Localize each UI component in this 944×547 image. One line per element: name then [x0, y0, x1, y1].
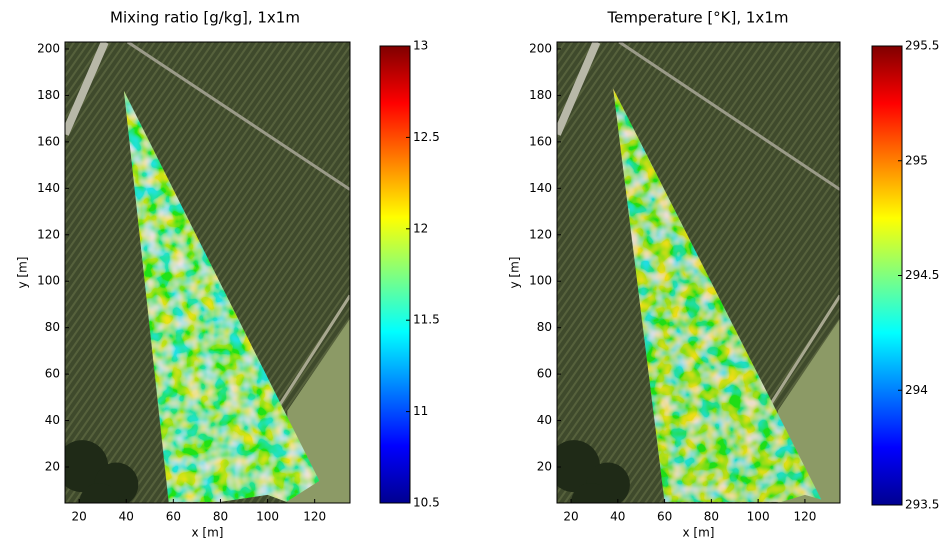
x-tick-label: 20 — [563, 510, 578, 524]
road — [126, 42, 350, 191]
x-axis-label: x [m] — [683, 526, 715, 540]
road — [65, 42, 109, 136]
road — [765, 294, 840, 412]
colorbar — [871, 45, 903, 506]
y-tick-label: 180 — [529, 88, 552, 102]
x-tick-label: 80 — [213, 510, 228, 524]
y-tick-label: 40 — [45, 413, 60, 427]
y-tick-label: 140 — [37, 181, 60, 195]
y-tick-label: 20 — [537, 460, 552, 474]
x-tick-label: 100 — [747, 510, 770, 524]
x-tick-label: 20 — [71, 510, 86, 524]
road — [557, 42, 601, 136]
trees — [570, 483, 611, 503]
colorbar-tick-label: 12 — [413, 221, 428, 235]
y-tick-label: 20 — [45, 460, 60, 474]
colorbar-tick-label: 11 — [413, 404, 428, 418]
colorbar-tick-label: 10.5 — [413, 496, 440, 510]
colorbar-tick-label: 293.5 — [905, 498, 939, 512]
colorbar-tick-label: 12.5 — [413, 130, 440, 144]
y-tick-label: 60 — [45, 367, 60, 381]
x-tick-label: 40 — [119, 510, 134, 524]
colorbar-tick-label: 13 — [413, 39, 428, 53]
y-tick-label: 160 — [529, 134, 552, 148]
plot-frame — [64, 41, 351, 504]
colorbar — [379, 45, 411, 504]
colorbar-tick-label: 294.5 — [905, 268, 939, 282]
y-axis-label: y [m] — [508, 257, 522, 289]
trees — [79, 483, 120, 503]
chart-title: Mixing ratio [g/kg], 1x1m — [110, 9, 300, 27]
colorbar-tick-label: 294 — [905, 383, 928, 397]
y-tick-label: 100 — [37, 274, 60, 288]
road — [618, 42, 840, 191]
y-axis-label: y [m] — [16, 257, 30, 289]
y-tick-label: 200 — [529, 41, 552, 55]
y-tick-label: 80 — [537, 320, 552, 334]
x-tick-label: 60 — [166, 510, 181, 524]
y-tick-label: 140 — [529, 181, 552, 195]
y-tick-label: 120 — [529, 227, 552, 241]
y-tick-label: 80 — [45, 320, 60, 334]
y-tick-label: 200 — [37, 41, 60, 55]
colorbar-tick-label: 295 — [905, 153, 928, 167]
chart-title: Temperature [°K], 1x1m — [607, 9, 789, 27]
colorbar-tick-label: 11.5 — [413, 313, 440, 327]
x-tick-label: 100 — [256, 510, 279, 524]
x-tick-label: 120 — [793, 510, 816, 524]
x-tick-label: 80 — [704, 510, 719, 524]
y-tick-label: 120 — [37, 227, 60, 241]
x-tick-label: 40 — [610, 510, 625, 524]
plot-frame — [556, 41, 841, 504]
road — [274, 294, 350, 412]
x-axis-label: x [m] — [192, 526, 224, 540]
colorbar-tick-label: 295.5 — [905, 39, 939, 53]
y-tick-label: 40 — [537, 413, 552, 427]
x-tick-label: 120 — [303, 510, 326, 524]
y-tick-label: 100 — [529, 274, 552, 288]
x-tick-label: 60 — [657, 510, 672, 524]
y-tick-label: 180 — [37, 88, 60, 102]
y-tick-label: 160 — [37, 134, 60, 148]
y-tick-label: 60 — [537, 367, 552, 381]
